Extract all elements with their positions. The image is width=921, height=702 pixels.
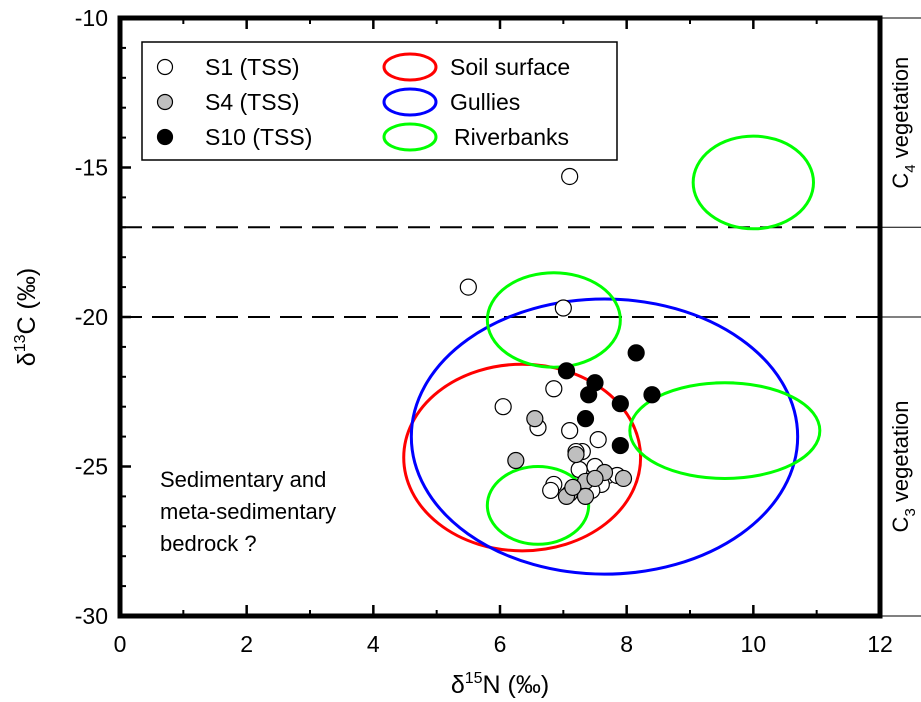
x-axis-title: δ15N (‰)	[451, 670, 549, 699]
filled-point	[611, 436, 629, 455]
filled-point	[611, 395, 629, 413]
riverbanks-ellipse	[485, 465, 591, 546]
legend-ellipse	[382, 52, 438, 82]
x-tick-label: 10	[741, 631, 767, 657]
open-point	[589, 430, 607, 449]
x-tick-label: 12	[867, 631, 893, 657]
vegetation-zone-panel: C4 vegetation C3 vegetation	[880, 17, 921, 617]
open-point	[561, 167, 579, 186]
open-point	[494, 398, 512, 416]
y-tick-label: -20	[75, 304, 108, 330]
x-tick-label: 2	[240, 631, 253, 657]
legend-label: Soil surface	[450, 54, 570, 80]
riverbanks-ellipse	[628, 381, 822, 480]
filled-point	[627, 344, 645, 362]
grey-point	[576, 487, 595, 505]
axis-ticks: 0 2 4 6 8 10 12 -10 -15 -20 -25 -30	[75, 5, 893, 657]
zone-label-4: C4 vegetation	[888, 57, 919, 189]
filled-point	[557, 362, 576, 380]
legend-ellipse	[382, 87, 438, 117]
y-tick-label: -25	[75, 454, 108, 480]
legend-marker	[156, 93, 174, 111]
source-ellipses	[402, 134, 822, 576]
open-point	[459, 278, 477, 296]
legend-marker	[156, 128, 174, 146]
legend-marker	[156, 58, 174, 76]
annotation-line-3: bedrock ?	[160, 531, 257, 556]
grey-point	[507, 451, 525, 470]
legend-label: S4 (TSS)	[205, 89, 300, 115]
open-point	[542, 481, 560, 500]
x-tick-label: 6	[494, 631, 507, 657]
x-tick-label: 0	[114, 631, 127, 657]
filled-point	[580, 386, 598, 404]
threshold-lines	[120, 226, 880, 318]
y-tick-label: -15	[75, 155, 108, 181]
grey-point	[614, 469, 633, 488]
gullies-ellipse	[409, 297, 800, 576]
annotation-line-2: meta-sedimentary	[160, 499, 336, 524]
x-tick-label: 4	[367, 631, 380, 657]
y-tick-label: -10	[75, 5, 108, 31]
legend-label: Gullies	[450, 89, 520, 115]
x-tick-label: 8	[620, 631, 633, 657]
legend-label: S10 (TSS)	[205, 124, 312, 150]
data-points	[459, 167, 661, 505]
soil-surface-ellipse	[402, 362, 643, 553]
legend-label: S1 (TSS)	[205, 54, 300, 80]
y-tick-label: -30	[75, 603, 108, 629]
annotation-line-1: Sedimentary and	[160, 467, 326, 492]
grey-point	[564, 478, 582, 497]
legend-label: Riverbanks	[454, 124, 569, 150]
filled-point	[643, 386, 661, 404]
open-point	[554, 299, 572, 317]
legend-ellipse	[382, 122, 438, 152]
grey-point	[567, 445, 585, 464]
filled-point	[576, 410, 595, 428]
grey-point	[586, 469, 604, 488]
y-axis-title: δ13C (‰)	[12, 268, 41, 366]
legend: S1 (TSS) S4 (TSS) S10 (TSS) Soil surface Gul…	[141, 41, 618, 161]
open-point	[561, 422, 579, 440]
grey-point	[526, 410, 544, 428]
legend-box	[141, 41, 618, 161]
zone-label-3: C3 vegetation	[888, 401, 919, 533]
riverbanks-ellipse	[485, 271, 622, 369]
riverbanks-ellipse	[691, 134, 815, 231]
open-point	[545, 380, 563, 398]
